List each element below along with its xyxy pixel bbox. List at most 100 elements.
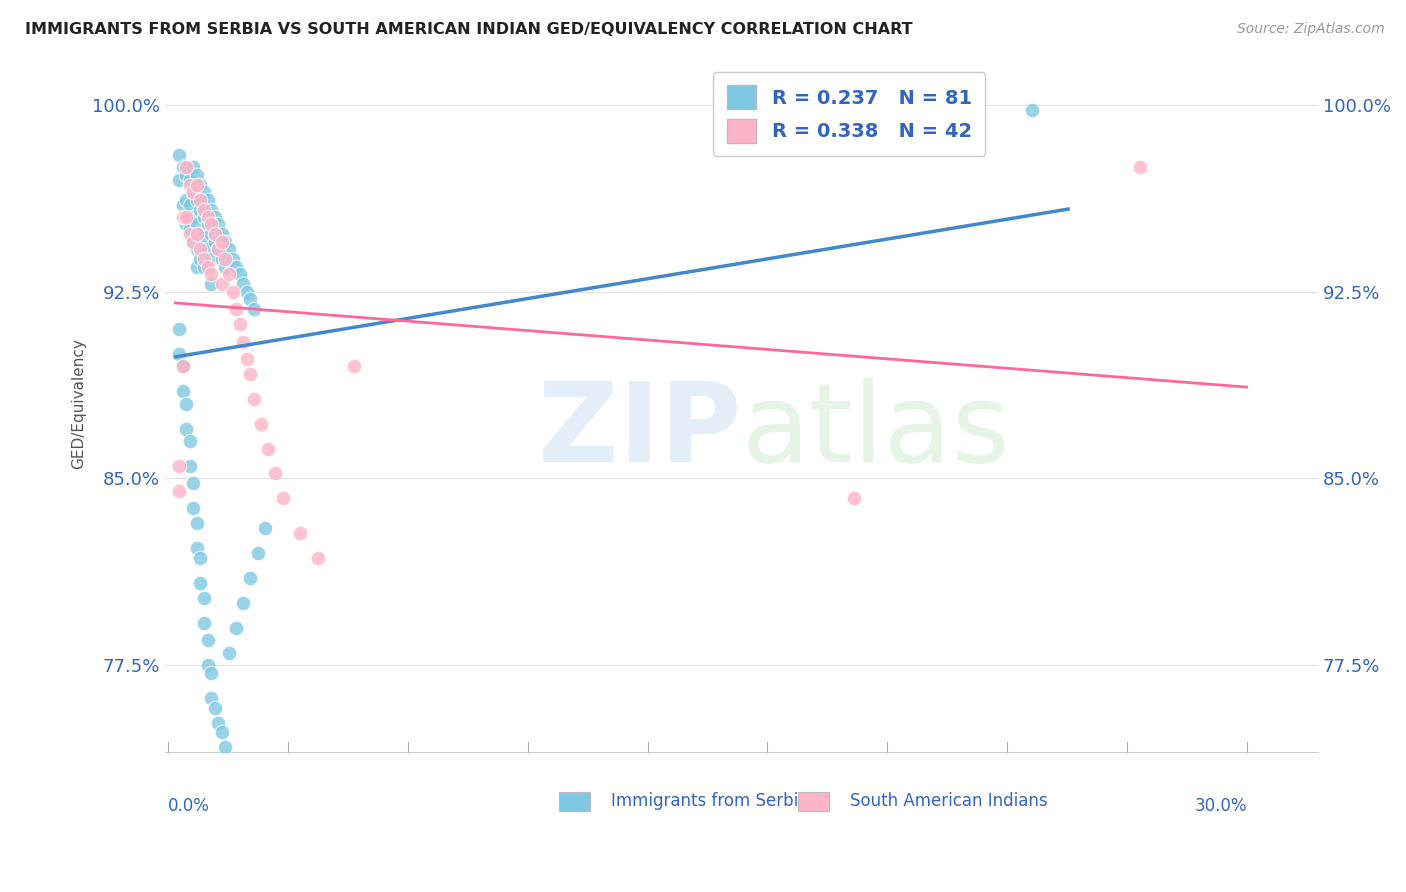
Point xyxy=(232,334,254,349)
Point xyxy=(200,277,222,292)
Point xyxy=(221,285,243,299)
Point xyxy=(181,235,204,249)
Point xyxy=(211,725,233,739)
Point xyxy=(186,260,208,274)
Point xyxy=(190,551,212,566)
Point xyxy=(167,172,190,186)
Point xyxy=(225,621,247,635)
Point xyxy=(197,218,219,232)
Point xyxy=(225,260,247,274)
Point xyxy=(186,178,208,192)
Text: Source: ZipAtlas.com: Source: ZipAtlas.com xyxy=(1237,22,1385,37)
Point xyxy=(197,658,219,673)
Point xyxy=(271,491,294,506)
Point xyxy=(181,235,204,249)
Point xyxy=(200,202,222,217)
Point xyxy=(193,202,215,217)
Point xyxy=(200,665,222,680)
Point xyxy=(193,210,215,224)
Point xyxy=(232,277,254,292)
Point xyxy=(193,235,215,249)
Text: South American Indians: South American Indians xyxy=(849,792,1047,811)
Point xyxy=(204,700,226,714)
Point xyxy=(214,235,236,249)
Point xyxy=(186,193,208,207)
Point xyxy=(197,243,219,257)
Point xyxy=(211,235,233,249)
Point xyxy=(172,160,194,174)
Point xyxy=(167,147,190,161)
Point xyxy=(172,210,194,224)
Point xyxy=(218,267,240,281)
Point xyxy=(204,210,226,224)
Point xyxy=(186,218,208,232)
Point xyxy=(179,222,201,236)
Point xyxy=(1021,103,1043,117)
Point xyxy=(174,422,197,436)
Point xyxy=(842,491,865,506)
Text: atlas: atlas xyxy=(741,378,1010,485)
Point xyxy=(181,501,204,516)
Text: ZIP: ZIP xyxy=(538,378,741,485)
Point xyxy=(179,172,201,186)
Point xyxy=(174,168,197,182)
Point xyxy=(204,227,226,242)
Point xyxy=(167,458,190,473)
Point xyxy=(228,267,250,281)
Text: 30.0%: 30.0% xyxy=(1194,797,1247,815)
Point xyxy=(193,260,215,274)
Point xyxy=(181,160,204,174)
Point xyxy=(239,367,262,381)
Text: 0.0%: 0.0% xyxy=(169,797,209,815)
Point xyxy=(190,227,212,242)
Point xyxy=(174,160,197,174)
Point xyxy=(197,193,219,207)
Point xyxy=(172,359,194,374)
Point xyxy=(193,591,215,605)
Point xyxy=(228,317,250,331)
Point xyxy=(225,302,247,317)
Point xyxy=(207,243,229,257)
Point xyxy=(214,260,236,274)
Point xyxy=(343,359,366,374)
Point xyxy=(190,178,212,192)
Point xyxy=(172,197,194,211)
Point xyxy=(193,185,215,199)
Point xyxy=(200,218,222,232)
Point xyxy=(218,243,240,257)
Point xyxy=(174,397,197,411)
Point xyxy=(200,252,222,267)
Point xyxy=(186,168,208,182)
Point xyxy=(193,615,215,630)
Point xyxy=(179,227,201,242)
Point xyxy=(186,541,208,556)
Point xyxy=(211,277,233,292)
Point xyxy=(207,218,229,232)
Y-axis label: GED/Equivalency: GED/Equivalency xyxy=(72,338,86,469)
Point xyxy=(174,193,197,207)
Point xyxy=(172,359,194,374)
Point xyxy=(207,715,229,730)
Point xyxy=(190,193,212,207)
Point xyxy=(236,285,259,299)
Point xyxy=(186,227,208,242)
Point xyxy=(174,210,197,224)
Point xyxy=(236,351,259,366)
Point xyxy=(181,476,204,491)
Point xyxy=(190,243,212,257)
Point xyxy=(167,483,190,498)
Point xyxy=(179,458,201,473)
Point xyxy=(190,202,212,217)
Point xyxy=(257,442,280,456)
Point xyxy=(214,740,236,755)
Point xyxy=(190,576,212,591)
Point xyxy=(1129,160,1152,174)
Point xyxy=(211,252,233,267)
Point xyxy=(207,243,229,257)
Point xyxy=(197,210,219,224)
Point xyxy=(181,185,204,199)
Point xyxy=(239,292,262,306)
Point xyxy=(264,467,287,481)
Point xyxy=(190,252,212,267)
Point xyxy=(181,210,204,224)
